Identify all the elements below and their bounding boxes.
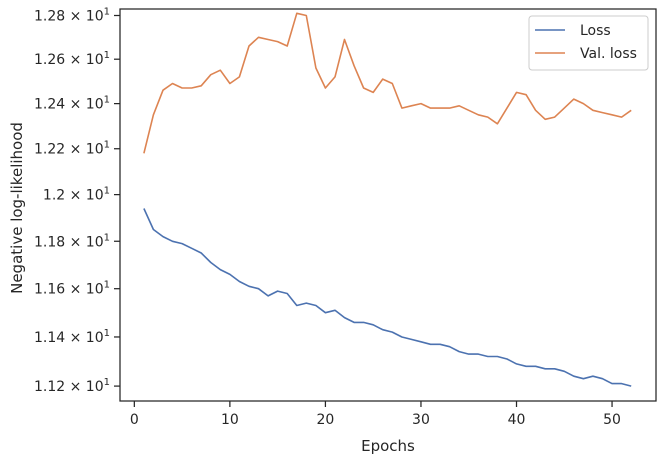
x-tick-label: 10 xyxy=(221,412,239,428)
y-tick-label: 1.24 × 101 xyxy=(34,95,110,113)
y-tick-label: 1.22 × 101 xyxy=(34,140,110,158)
y-tick-label: 1.14 × 101 xyxy=(34,328,110,346)
series-line-val-loss xyxy=(143,12,632,154)
y-tick-label: 1.12 × 101 xyxy=(34,377,110,395)
y-axis-ticks: 1.12 × 101 1.14 × 101 1.16 × 101 1.18 × 101… xyxy=(34,6,120,395)
x-tick-label: 20 xyxy=(317,412,335,428)
plot-lines xyxy=(143,12,632,387)
x-axis-label: Epochs xyxy=(361,437,415,455)
plot-area-frame xyxy=(119,8,657,402)
legend-label-val-loss: Val. loss xyxy=(580,46,637,62)
y-axis-label: Negative log-likelihood xyxy=(8,122,26,294)
x-axis-ticks: 0 10 20 30 40 50 xyxy=(130,401,621,428)
y-tick-label: 1.18 × 101 xyxy=(34,232,110,250)
y-tick-label: 1.28 × 101 xyxy=(34,6,110,24)
y-tick-label: 1.16 × 101 xyxy=(34,280,110,298)
x-tick-label: 0 xyxy=(130,412,139,428)
y-tick-label: 1.26 × 101 xyxy=(34,50,110,68)
legend: Loss Val. loss xyxy=(528,15,649,71)
series-line-loss xyxy=(143,208,632,387)
x-tick-label: 40 xyxy=(508,412,526,428)
x-tick-label: 50 xyxy=(603,412,621,428)
y-tick-label: 1.2 × 101 xyxy=(43,186,110,204)
x-tick-label: 30 xyxy=(412,412,430,428)
legend-label-loss: Loss xyxy=(580,23,611,39)
